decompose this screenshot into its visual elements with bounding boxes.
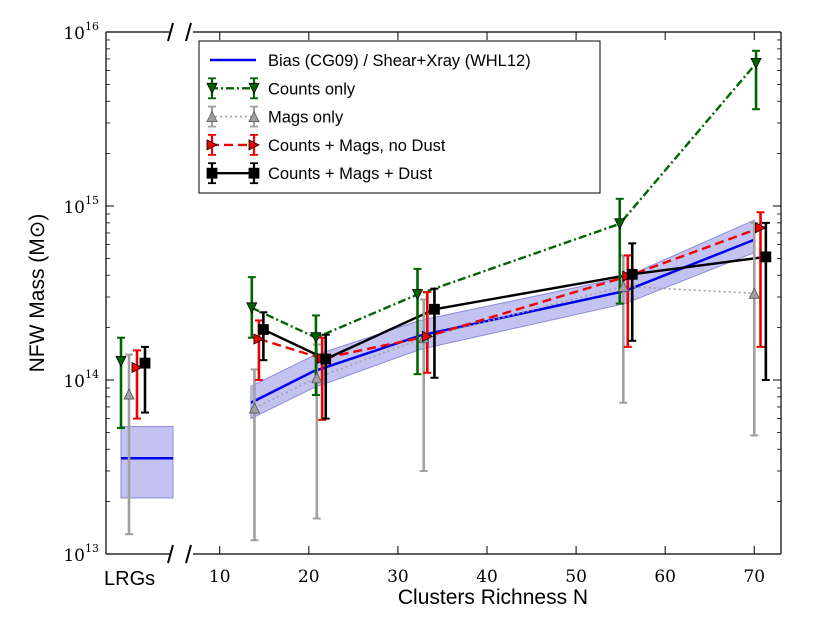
data-point-mags-only: [311, 371, 323, 384]
data-point-mags-only: [617, 280, 629, 292]
data-point-mags-only: [248, 402, 261, 414]
lrg-panel: [115, 336, 174, 536]
data-point-counts-only: [310, 332, 322, 344]
legend-swatch-marker: [248, 167, 260, 179]
bottom-break-mark-1: [167, 544, 174, 564]
lrg-series-group: [115, 336, 151, 536]
legend-swatch-marker: [206, 167, 218, 179]
x-tick-label: 70: [743, 567, 765, 587]
lrg-point-counts-mags-dust: [139, 357, 151, 369]
error-bar-counts-mags-dust: [321, 333, 330, 420]
x-axis-label: Clusters Richness N: [398, 586, 588, 609]
x-tick-label: 40: [476, 567, 498, 587]
band-center-line: [250, 238, 755, 404]
x-tick-label: 50: [565, 567, 587, 587]
legend-swatch-marker: [248, 110, 260, 122]
series-line-mags-only: [254, 285, 755, 409]
top-break-mark-1: [167, 22, 174, 42]
lrg-point-counts-only: [115, 355, 127, 368]
legend-item-counts-mags-no-dust: Counts + Mags, no Dust: [206, 133, 446, 156]
axis-break-marks: [167, 22, 192, 564]
error-bar-mags-only: [250, 368, 259, 542]
legend-label: Counts only: [268, 80, 356, 98]
lrg-error-bar-mags-only: [125, 353, 133, 536]
series-markers-group: [246, 57, 772, 414]
x-tick-label: 20: [298, 567, 320, 587]
error-bar-counts-mags-dust: [761, 221, 770, 381]
y-tick-label: 1015: [63, 194, 99, 218]
data-point-counts-mags-dust: [760, 251, 772, 263]
error-bar-counts-mags-no-dust: [756, 211, 765, 348]
error-bar-counts-mags-no-dust: [423, 291, 432, 374]
lrg-label: LRGs: [104, 568, 155, 590]
data-point-counts-mags-dust: [320, 353, 332, 365]
data-point-counts-only: [614, 218, 626, 230]
data-point-counts-mags-no-dust: [421, 330, 434, 343]
legend-swatch-marker: [206, 110, 218, 122]
legend-item-counts-mags-dust: Counts + Mags + Dust: [206, 162, 433, 185]
legend-swatch-marker: [206, 82, 218, 95]
x-tick-label: 60: [654, 567, 676, 587]
y-tick-label: 1014: [63, 368, 99, 392]
legend-label: Counts + Mags, no Dust: [268, 137, 446, 155]
error-bar-counts-only: [615, 197, 624, 305]
data-point-counts-mags-dust: [429, 303, 440, 315]
x-tick-label: 10: [209, 567, 231, 587]
error-bar-counts-mags-dust: [259, 311, 268, 362]
y-axis-label: NFW Mass (M⊙): [26, 214, 49, 373]
legend-label: Bias (CG09) / Shear+Xray (WHL12): [268, 52, 531, 70]
legend-item-counts-only: Counts only: [206, 77, 356, 100]
series-line-counts-mags-no-dust: [258, 226, 761, 360]
y-tick-label: 1016: [63, 20, 99, 44]
legend-item-mags-only: Mags only: [206, 105, 344, 128]
y-tick-label: 1013: [63, 542, 99, 566]
data-point-counts-mags-no-dust: [755, 222, 767, 234]
top-break-mark-2: [185, 22, 192, 42]
lrg-point-mags-only: [123, 388, 135, 400]
lrg-error-bar-counts-only: [117, 336, 125, 429]
error-bar-counts-mags-dust: [628, 242, 637, 342]
legend-box: [198, 40, 601, 194]
legend-items: Bias (CG09) / Shear+Xray (WHL12) Counts o…: [206, 52, 531, 185]
legend-label: Counts + Mags + Dust: [268, 165, 433, 183]
legend-swatch-marker: [206, 139, 218, 151]
lrg-error-bar-counts-mags-dust: [141, 345, 149, 414]
data-point-counts-mags-dust: [626, 268, 638, 280]
data-point-counts-mags-dust: [257, 324, 269, 335]
x-tick-label: 30: [387, 567, 409, 587]
legend-item-bias-cg09-shear-xray-whl12: Bias (CG09) / Shear+Xray (WHL12): [210, 52, 531, 70]
y-ticks-group: 1013 1014 1015 1016: [63, 20, 781, 566]
error-bar-counts-mags-dust: [430, 287, 439, 379]
main-plot: [246, 49, 772, 542]
error-bar-mags-only: [750, 221, 759, 437]
data-point-counts-only: [246, 302, 258, 314]
data-point-mags-only: [748, 287, 760, 299]
error-bar-counts-only: [413, 267, 422, 376]
lrg-error-bar-counts-mags-no-dust: [133, 349, 141, 420]
legend-swatch-marker: [248, 82, 260, 95]
x-ticks-group: 10 20 30 40 50 60 70: [209, 32, 765, 587]
legend-swatch-marker: [248, 139, 260, 151]
lrg-point-counts-mags-no-dust: [131, 361, 143, 374]
legend: Bias (CG09) / Shear+Xray (WHL12) Counts o…: [198, 40, 601, 194]
legend-label: Mags only: [268, 109, 344, 127]
data-point-counts-mags-no-dust: [253, 333, 265, 345]
data-point-counts-only: [411, 289, 424, 301]
bottom-break-mark-2: [185, 544, 192, 564]
data-point-counts-only: [750, 57, 762, 70]
